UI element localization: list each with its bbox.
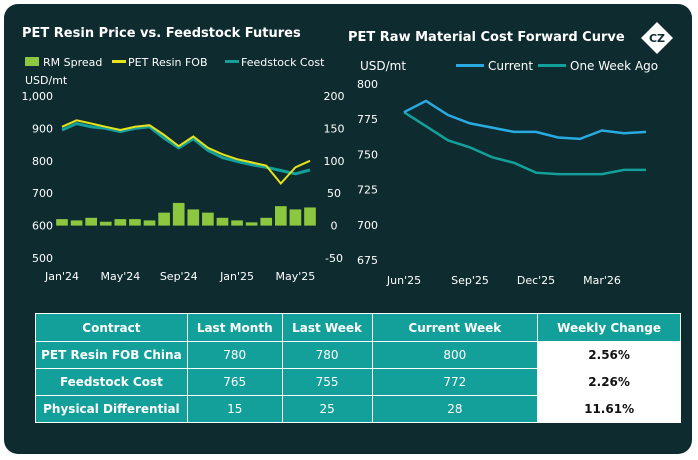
cell-last-week: 780: [281, 341, 373, 369]
rm-spread-bar: [129, 219, 141, 226]
rm-spread-bar: [187, 209, 200, 226]
y-tick-label: 775: [357, 113, 378, 126]
rm-spread-bar: [202, 212, 214, 226]
rm-spread-bar: [216, 217, 229, 226]
legend-label-current: Current: [488, 59, 533, 73]
x-tick-label: Sep'25: [451, 274, 489, 287]
cell-weekly-change: 2.56%: [537, 341, 681, 369]
rm-spread-bar: [114, 219, 127, 226]
left-y-tick-label: 900: [32, 122, 53, 135]
table-row: Feedstock Cost 765 755 772 2.26%: [35, 368, 681, 396]
legend-swatch-feedstock: [225, 60, 239, 63]
rm-spread-bar: [70, 220, 83, 226]
rm-spread-bar: [304, 207, 316, 226]
one-week-ago-line: [403, 111, 646, 176]
cell-current-week: 800: [371, 341, 539, 369]
y-tick-label: 700: [357, 219, 378, 232]
left-legend: RM Spread PET Resin FOB Feedstock Cost: [25, 56, 325, 69]
cell-contract: Feedstock Cost: [35, 368, 188, 396]
right-y-tick-label: 150: [324, 122, 345, 135]
x-tick-label: Jan'24: [44, 270, 79, 283]
x-tick-label: Dec'25: [517, 274, 555, 287]
right-y-tick-label: 100: [324, 155, 345, 168]
cell-current-week: 772: [371, 368, 539, 396]
rm-spread-bar: [260, 217, 273, 226]
y-tick-label: 800: [357, 78, 378, 91]
left-y-tick-label: 800: [32, 155, 53, 168]
cell-last-month: 765: [186, 368, 283, 396]
table-row: PET Resin FOB China 780 780 800 2.56%: [35, 341, 681, 369]
left-chart-title: PET Resin Price vs. Feedstock Futures: [22, 26, 301, 41]
rm-spread-bar: [158, 212, 170, 226]
table-row: Physical Differential 15 25 28 11.61%: [35, 395, 681, 423]
col-last-week: Last Week: [281, 313, 373, 342]
right-y-tick-label: 50: [327, 187, 341, 200]
cell-weekly-change: 11.61%: [537, 395, 681, 423]
rm-spread-bar: [172, 202, 185, 226]
left-y-tick-label: 500: [32, 252, 53, 265]
x-tick-label: May'24: [100, 270, 140, 283]
table-header-row: Contract Last Month Last Week Current We…: [35, 313, 681, 342]
cell-contract: Physical Differential: [35, 395, 188, 423]
y-tick-label: 675: [357, 254, 378, 267]
y-tick-label: 725: [357, 184, 378, 197]
right-y-unit: USD/mt: [360, 59, 406, 73]
dashboard-card: PET Resin Price vs. Feedstock Futures PE…: [4, 4, 692, 454]
col-last-month: Last Month: [186, 313, 283, 342]
pet-resin-fob-line: [61, 119, 311, 186]
rm-spread-bar: [85, 217, 98, 226]
legend-label-resin: PET Resin FOB: [128, 56, 208, 69]
rm-spread-bar: [56, 219, 68, 226]
cell-current-week: 28: [371, 395, 539, 423]
contract-table: Contract Last Month Last Week Current We…: [35, 313, 681, 423]
cell-last-week: 755: [281, 368, 373, 396]
col-contract: Contract: [35, 313, 188, 342]
x-tick-label: May'25: [276, 270, 316, 283]
right-y-tick-label: -50: [325, 252, 343, 265]
rm-spread-bar: [231, 220, 243, 226]
legend-swatch-week-ago: [538, 64, 566, 67]
x-tick-label: Sep'24: [160, 270, 198, 283]
left-y-tick-label: 600: [32, 220, 53, 233]
x-tick-label: Jun'25: [386, 274, 421, 287]
right-chart: Current One Week Ago USD/mt 800 775 750 725…: [357, 59, 658, 287]
current-line: [403, 99, 647, 141]
left-y-tick-label: 700: [32, 187, 53, 200]
legend-swatch-spread: [25, 57, 39, 66]
left-y-unit: USD/mt: [25, 74, 68, 87]
legend-swatch-current: [456, 64, 484, 67]
svg-text:CZ: CZ: [649, 32, 665, 45]
x-tick-label: Mar'26: [583, 274, 621, 287]
cell-weekly-change: 2.26%: [537, 368, 681, 396]
rm-spread-bar: [245, 222, 258, 226]
right-y-tick-label: 0: [331, 220, 338, 233]
rm-spread-bar: [143, 220, 156, 226]
cell-last-week: 25: [281, 395, 373, 423]
right-chart-title: PET Raw Material Cost Forward Curve: [348, 30, 625, 45]
rm-spread-bar: [289, 209, 302, 226]
cell-last-month: 15: [186, 395, 283, 423]
right-y-tick-label: 200: [324, 90, 345, 103]
left-chart: RM Spread PET Resin FOB Feedstock Cost U…: [22, 56, 345, 283]
x-tick-label: Jan'25: [219, 270, 254, 283]
legend-label-feedstock: Feedstock Cost: [241, 56, 325, 69]
legend-swatch-resin: [112, 60, 126, 63]
cell-contract: PET Resin FOB China: [35, 341, 188, 369]
legend-label-week-ago: One Week Ago: [570, 59, 658, 73]
legend-label-spread: RM Spread: [43, 56, 102, 69]
col-current-week: Current Week: [371, 313, 539, 342]
rm-spread-bar: [274, 206, 287, 226]
right-legend: Current One Week Ago: [456, 59, 658, 73]
col-weekly-change: Weekly Change: [537, 313, 681, 342]
logo-icon: CZ: [641, 22, 673, 54]
rm-spread-bar: [99, 221, 112, 226]
left-y-tick-label: 1,000: [22, 90, 54, 103]
y-tick-label: 750: [357, 148, 378, 161]
cell-last-month: 780: [186, 341, 283, 369]
